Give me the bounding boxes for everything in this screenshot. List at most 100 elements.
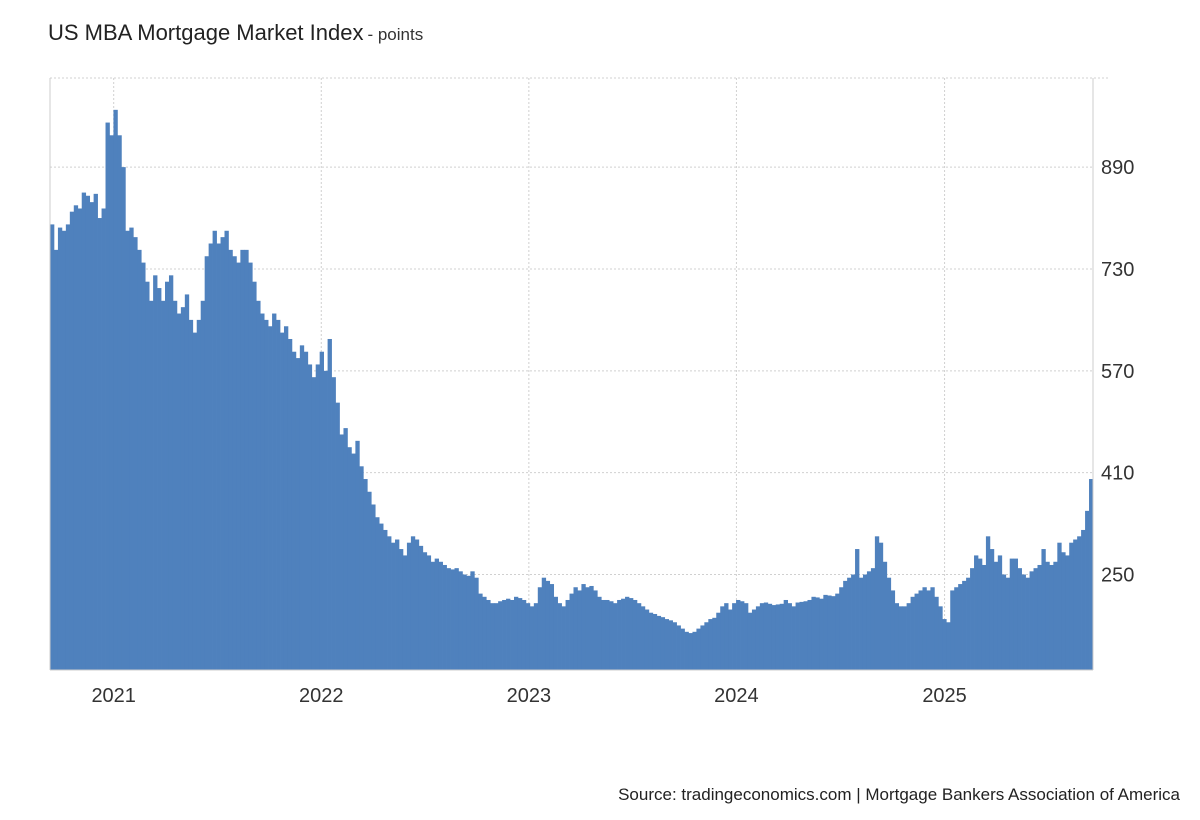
data-bar xyxy=(61,230,67,670)
data-bar xyxy=(430,561,436,670)
data-bar xyxy=(149,300,154,670)
data-bar xyxy=(69,211,75,670)
data-bar xyxy=(993,561,999,670)
data-bar xyxy=(537,587,543,670)
data-bar xyxy=(974,555,979,670)
data-bar xyxy=(363,479,368,670)
data-bar xyxy=(636,603,642,670)
data-bar xyxy=(747,612,753,670)
data-bar xyxy=(533,603,539,670)
data-bar xyxy=(831,596,836,670)
data-bar xyxy=(787,603,792,670)
data-bar xyxy=(232,256,237,670)
data-bar xyxy=(125,230,130,670)
data-bar xyxy=(482,596,487,670)
data-bar xyxy=(613,603,618,670)
data-bar xyxy=(339,434,344,670)
data-bar xyxy=(823,594,828,670)
data-bar xyxy=(391,542,396,670)
data-bar xyxy=(327,338,332,670)
data-bar xyxy=(625,596,630,670)
data-bar xyxy=(668,620,673,670)
data-bar xyxy=(454,568,459,670)
data-bar xyxy=(77,208,83,671)
y-tick-label: 250 xyxy=(1101,565,1134,587)
data-bar xyxy=(109,135,114,671)
data-bar xyxy=(732,603,737,670)
data-bar xyxy=(383,529,388,670)
data-bar xyxy=(839,587,844,670)
data-bar xyxy=(97,218,102,671)
data-bar xyxy=(870,568,876,670)
chart-title: US MBA Mortgage Market Index - points xyxy=(48,20,423,46)
data-bar xyxy=(819,598,824,670)
data-bar xyxy=(1013,558,1018,670)
data-bar xyxy=(1085,510,1090,670)
data-bar xyxy=(529,606,535,670)
data-bar xyxy=(165,281,170,670)
data-bar xyxy=(133,237,138,670)
data-bar xyxy=(1089,479,1094,670)
data-bar xyxy=(347,447,352,670)
data-bar xyxy=(474,577,479,670)
data-bar xyxy=(696,628,701,670)
data-bar xyxy=(434,558,439,670)
data-bar xyxy=(783,599,788,670)
data-bar xyxy=(1029,571,1034,670)
data-bar xyxy=(450,569,455,670)
data-bar xyxy=(1037,564,1042,670)
data-bar xyxy=(200,300,206,670)
data-bar xyxy=(359,466,364,670)
data-bar xyxy=(224,230,229,670)
data-bar xyxy=(470,571,475,670)
data-bar xyxy=(890,590,896,670)
data-bar xyxy=(442,564,447,670)
data-bar xyxy=(307,364,313,670)
source-note: Source: tradingeconomics.com | Mortgage … xyxy=(618,785,1180,804)
data-bar xyxy=(105,122,110,670)
data-bar xyxy=(510,599,515,670)
data-bar xyxy=(490,603,495,670)
data-bar xyxy=(827,595,832,670)
data-bar xyxy=(1017,568,1022,670)
data-bar xyxy=(720,606,725,670)
data-bar xyxy=(212,230,217,670)
data-bar xyxy=(866,571,872,670)
data-bar xyxy=(1045,561,1050,670)
data-bar xyxy=(970,568,975,670)
data-bar xyxy=(672,622,677,670)
data-bar xyxy=(569,593,574,670)
data-bar xyxy=(997,555,1003,670)
data-bar xyxy=(521,599,527,670)
data-bar xyxy=(942,619,947,670)
data-bar xyxy=(335,402,340,670)
data-bar xyxy=(85,195,91,670)
data-bar xyxy=(517,598,523,670)
data-bar xyxy=(478,593,483,670)
data-bar xyxy=(910,596,915,670)
data-bar xyxy=(557,603,562,670)
data-bar xyxy=(740,601,745,670)
data-bar xyxy=(1053,561,1058,670)
data-bar xyxy=(422,552,428,670)
data-bar xyxy=(799,601,804,670)
data-bar xyxy=(617,599,622,670)
data-bar xyxy=(950,590,955,670)
x-tick-label: 2024 xyxy=(714,685,759,707)
data-bar xyxy=(835,593,840,670)
data-bar xyxy=(208,243,213,670)
data-bar xyxy=(1033,568,1038,670)
data-bar xyxy=(629,598,634,670)
data-bar xyxy=(1073,539,1078,670)
data-bar xyxy=(220,237,225,670)
data-bar xyxy=(268,326,273,670)
data-bar xyxy=(565,599,570,670)
data-bar xyxy=(73,205,79,670)
data-bar xyxy=(248,262,253,670)
data-bar xyxy=(283,326,289,670)
data-bar xyxy=(276,319,281,670)
data-bar xyxy=(466,575,471,670)
data-bar xyxy=(882,561,888,670)
data-bar xyxy=(371,504,376,670)
data-bar xyxy=(525,603,531,670)
